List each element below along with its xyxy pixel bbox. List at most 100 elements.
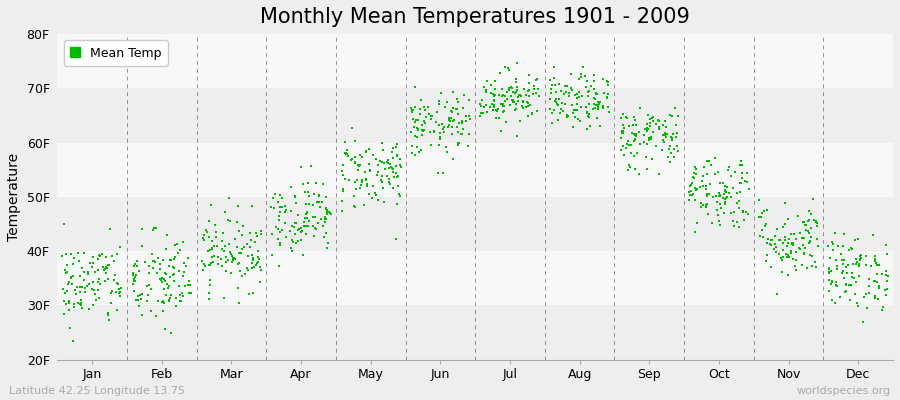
Point (196, 261, 211, 267)
Point (175, 289, 189, 296)
Point (640, 140, 654, 147)
Point (788, 236, 803, 242)
Point (153, 266, 167, 272)
Point (715, 205, 729, 212)
Point (554, 88, 569, 94)
Point (644, 116, 658, 122)
Point (711, 169, 725, 175)
Point (391, 183, 405, 189)
Point (321, 209, 336, 216)
Point (302, 193, 316, 199)
Point (211, 254, 225, 260)
Point (477, 84, 491, 90)
Point (382, 181, 397, 188)
Point (452, 120, 466, 126)
Point (153, 276, 167, 282)
Point (625, 130, 639, 136)
Point (220, 254, 234, 260)
Point (251, 258, 266, 265)
Point (353, 185, 367, 192)
Point (740, 178, 754, 185)
Point (390, 174, 404, 180)
Point (801, 240, 815, 246)
Point (670, 130, 684, 136)
Point (554, 106, 568, 112)
Point (505, 85, 519, 91)
Point (567, 92, 581, 98)
Point (168, 254, 183, 260)
Point (76, 250, 91, 256)
Point (869, 271, 884, 277)
Point (202, 290, 216, 296)
Point (455, 126, 470, 132)
Point (440, 99, 454, 105)
Point (202, 262, 217, 268)
Point (848, 237, 862, 243)
Point (273, 229, 287, 235)
Point (614, 147, 628, 154)
Point (58, 251, 73, 257)
Point (520, 113, 535, 119)
Point (358, 148, 373, 154)
Point (442, 116, 456, 122)
Point (789, 257, 804, 264)
Point (235, 232, 249, 238)
Point (707, 171, 722, 177)
Point (320, 211, 335, 217)
Point (271, 226, 285, 233)
Point (488, 85, 502, 92)
Point (558, 89, 572, 96)
Point (288, 231, 302, 238)
Point (764, 264, 778, 270)
Point (254, 231, 268, 237)
Point (688, 196, 703, 203)
Point (319, 194, 333, 200)
Point (284, 223, 299, 229)
Point (407, 124, 421, 130)
Point (624, 142, 638, 148)
Point (446, 156, 460, 162)
Point (169, 295, 184, 301)
Point (166, 272, 181, 278)
Point (348, 186, 363, 192)
Point (302, 201, 317, 207)
Point (572, 76, 586, 82)
Point (158, 271, 173, 277)
Point (495, 93, 509, 99)
Point (335, 168, 349, 174)
Point (72, 301, 86, 308)
Point (500, 96, 514, 102)
Point (590, 91, 604, 97)
Point (382, 165, 396, 172)
Point (590, 115, 604, 121)
Point (695, 178, 709, 184)
Point (733, 189, 747, 195)
Point (509, 79, 524, 86)
Point (854, 255, 868, 261)
Point (498, 97, 512, 104)
Point (246, 257, 260, 263)
Point (73, 273, 87, 280)
Point (236, 223, 250, 230)
Point (803, 238, 817, 245)
Point (221, 195, 236, 202)
Point (860, 305, 874, 312)
Point (716, 210, 731, 216)
Point (487, 96, 501, 103)
Point (880, 286, 895, 292)
Point (228, 256, 242, 262)
Point (772, 237, 787, 244)
Point (736, 217, 751, 224)
Point (694, 204, 708, 210)
Point (479, 87, 493, 93)
Point (101, 310, 115, 317)
Point (102, 262, 116, 268)
Point (756, 234, 770, 240)
Point (432, 122, 446, 128)
Point (693, 184, 707, 190)
Point (725, 218, 740, 225)
Point (323, 210, 338, 216)
Point (791, 213, 806, 219)
Point (622, 123, 636, 130)
Point (386, 169, 400, 175)
